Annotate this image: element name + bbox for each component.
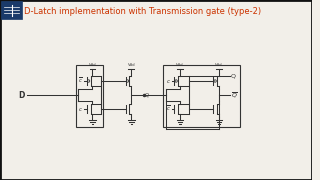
Text: D-Latch implementation with Transmission gate (type-2): D-Latch implementation with Transmission… [24, 6, 261, 15]
Text: Vdd: Vdd [128, 63, 135, 67]
Text: $\overline{c}$: $\overline{c}$ [166, 105, 171, 113]
Text: Vdd: Vdd [215, 63, 223, 67]
Text: $\overline{c}$: $\overline{c}$ [78, 77, 83, 85]
Bar [163, 65, 240, 127]
Text: Vdd: Vdd [89, 63, 96, 67]
Text: Q: Q [145, 93, 149, 98]
Text: D: D [18, 91, 24, 100]
Text: Vdd: Vdd [176, 63, 184, 67]
Bar [1, 1, 22, 19]
Text: $c$: $c$ [165, 78, 171, 84]
Text: Q: Q [231, 74, 236, 79]
Bar [76, 65, 103, 127]
Text: $c$: $c$ [78, 105, 83, 112]
Text: $\overline{Q}$: $\overline{Q}$ [231, 90, 238, 100]
